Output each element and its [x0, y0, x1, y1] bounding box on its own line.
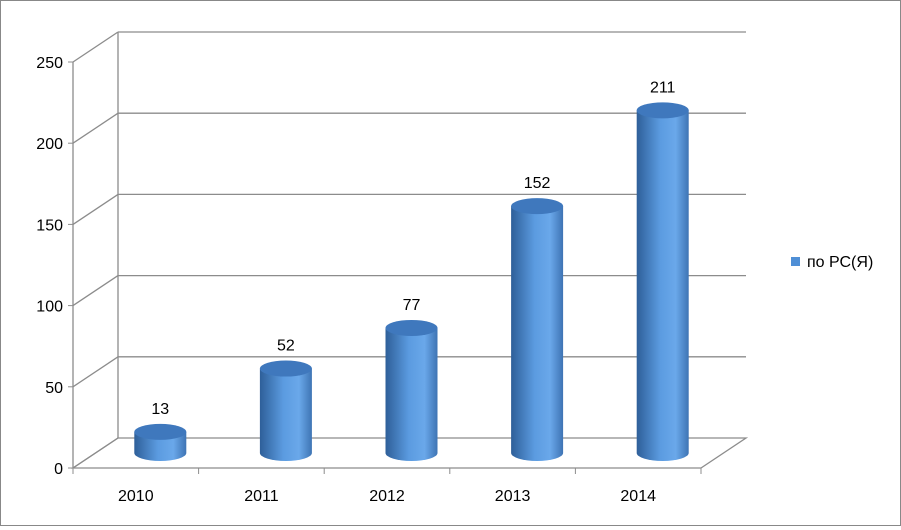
data-label: 77: [403, 297, 421, 314]
bar-top: [385, 319, 438, 336]
bar-top: [134, 423, 187, 440]
side-wall-line: [72, 31, 119, 63]
bar-body: [385, 327, 438, 461]
floor: [70, 437, 749, 469]
bar-top: [259, 360, 312, 377]
bar-body: [636, 110, 689, 461]
data-label: 13: [151, 401, 169, 418]
bar-body: [259, 368, 312, 461]
legend-label: по РС(Я): [807, 254, 873, 271]
side-wall-line: [72, 275, 119, 307]
bar-top: [511, 198, 564, 215]
legend-swatch: [791, 257, 800, 266]
bar-2014: 211: [636, 79, 689, 461]
x-tick-label: 2014: [620, 488, 656, 505]
bar-body: [511, 206, 564, 461]
bar-2013: 152: [511, 175, 564, 461]
legend: по РС(Я): [791, 254, 873, 271]
bar-2012: 77: [385, 297, 438, 461]
side-wall-line: [72, 112, 119, 144]
y-tick-label: 200: [36, 136, 63, 153]
x-tick-label: 2010: [118, 488, 154, 505]
side-wall-line: [72, 356, 119, 388]
bar-2010: 13: [134, 401, 187, 461]
y-tick-label: 0: [54, 461, 63, 478]
y-tick-label: 250: [36, 55, 63, 72]
y-tick-label: 100: [36, 299, 63, 316]
data-label: 211: [650, 79, 676, 96]
x-tick-label: 2012: [369, 488, 405, 505]
data-label: 152: [524, 175, 551, 192]
bar-body: [134, 431, 187, 461]
y-tick-label: 50: [45, 380, 63, 397]
x-tick-label: 2013: [495, 488, 531, 505]
data-label: 52: [277, 338, 295, 355]
side-wall-line: [72, 193, 119, 225]
x-tick-label: 2011: [244, 488, 279, 505]
bar-2011: 52: [259, 338, 312, 461]
bar-top: [636, 102, 689, 119]
y-tick-label: 150: [36, 217, 63, 234]
